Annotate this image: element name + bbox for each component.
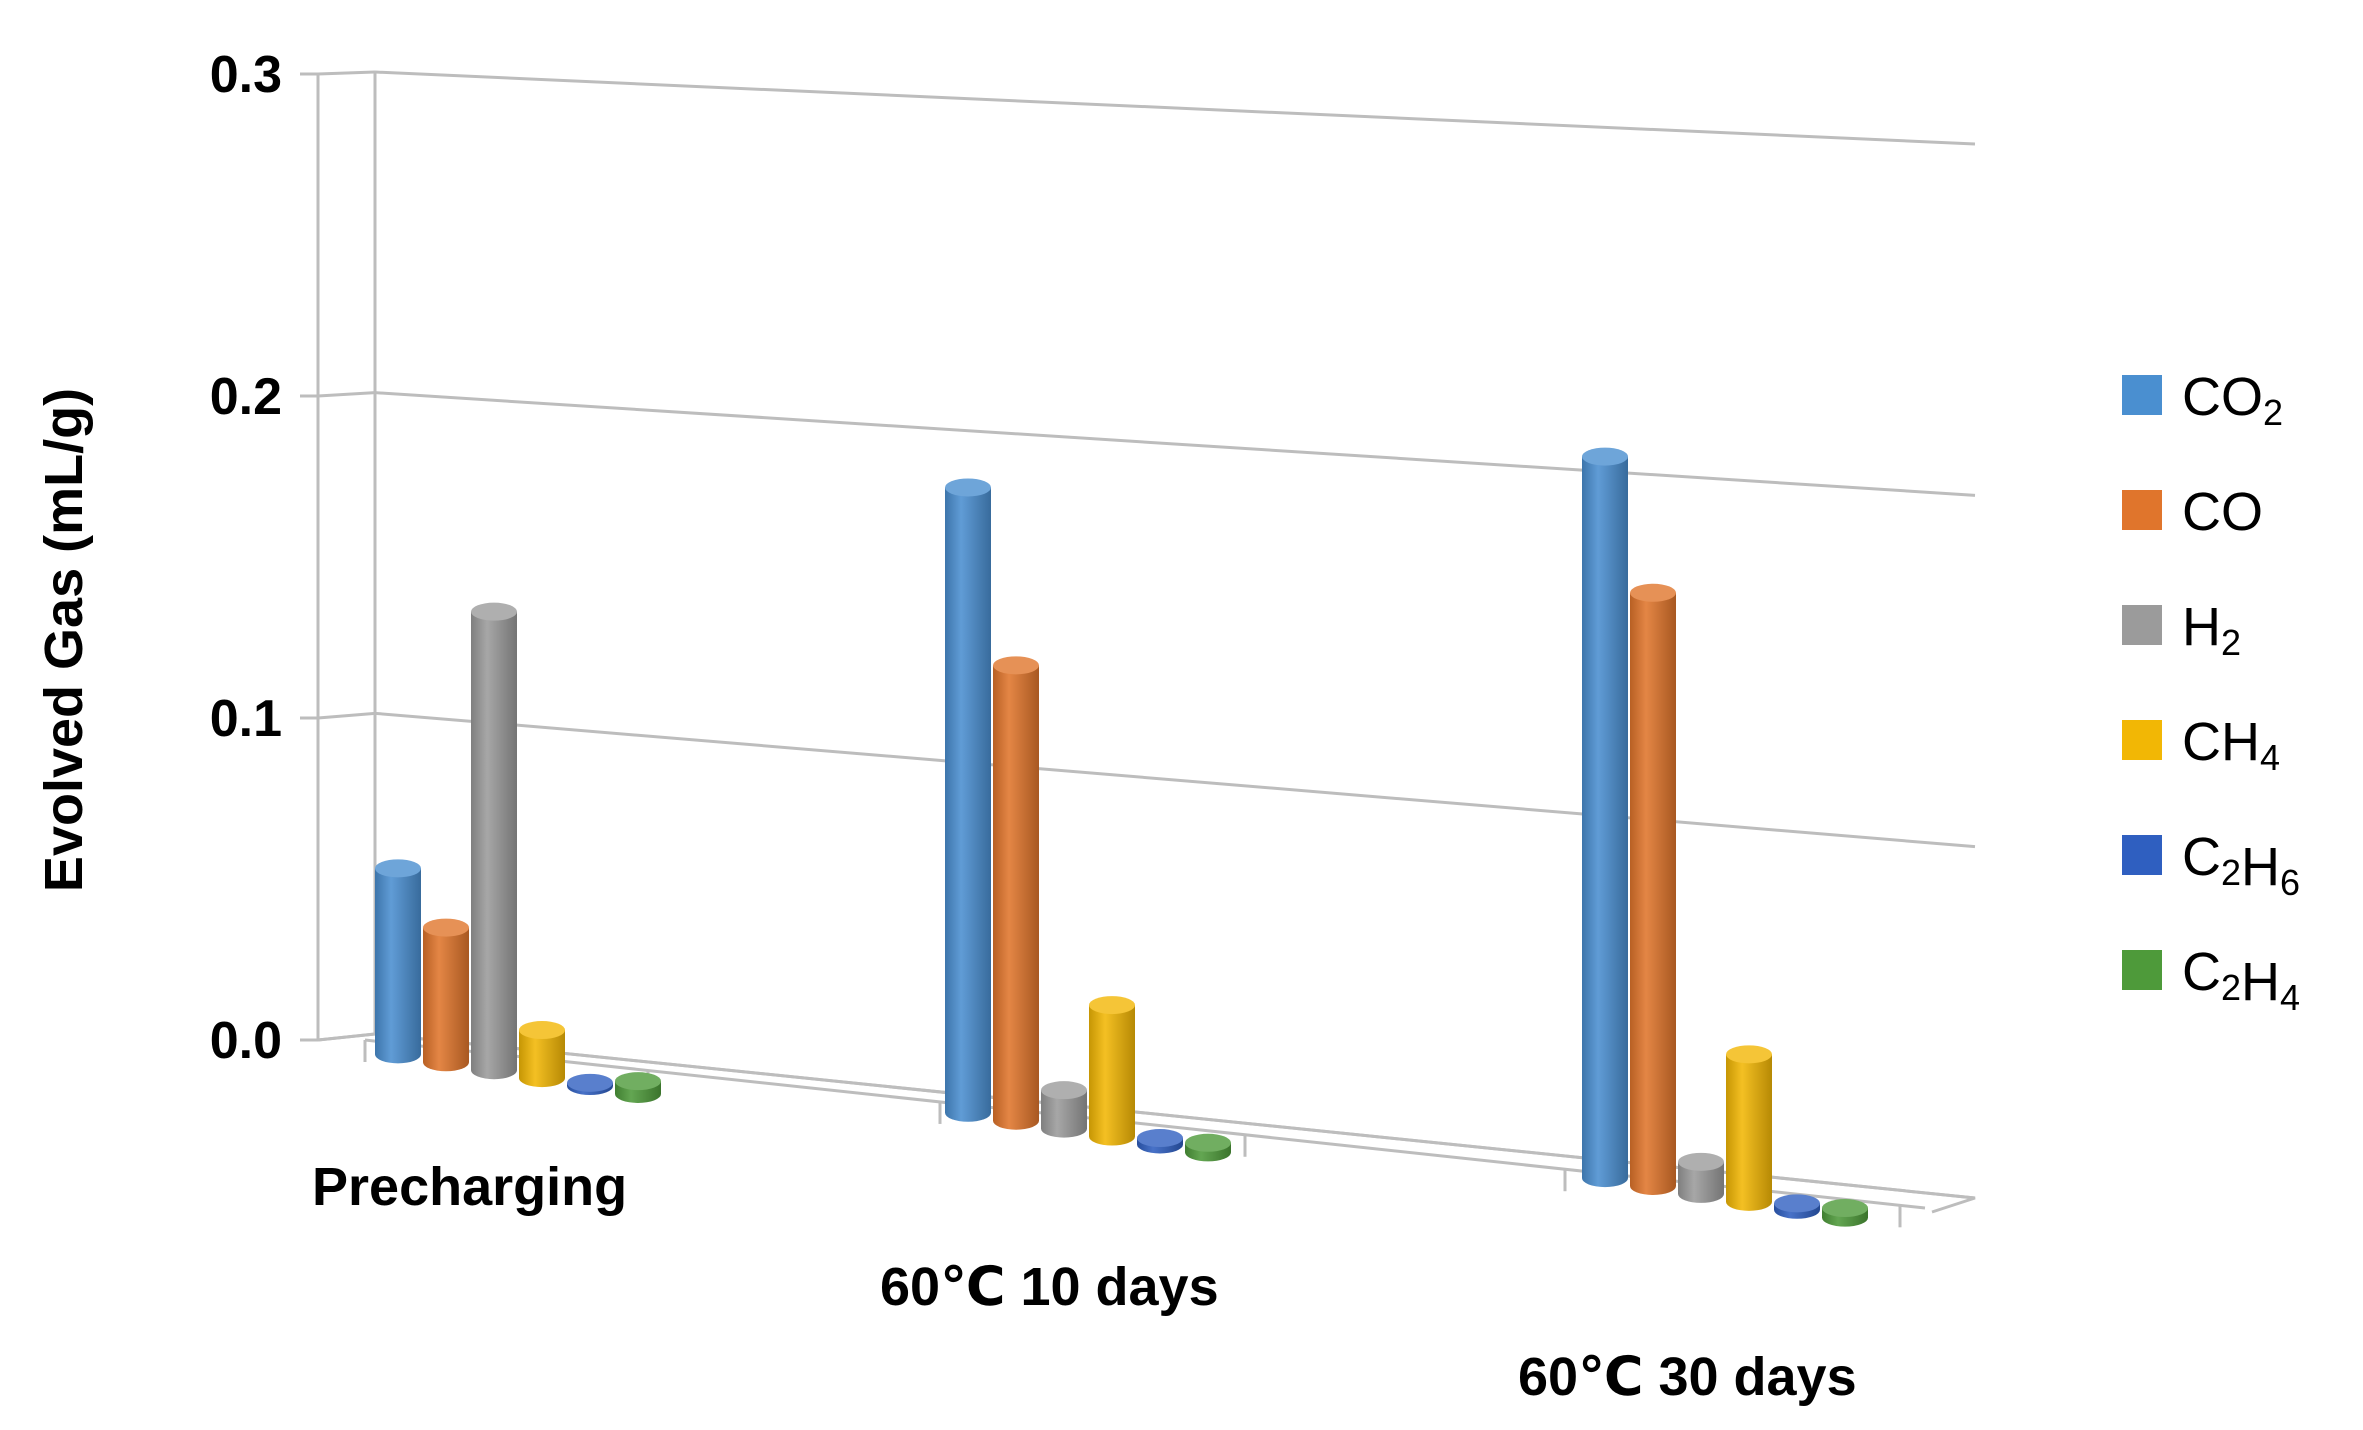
y-tick-labels: 0.0 0.1 0.2 0.3 xyxy=(210,46,282,1070)
legend-item-CO2: CO2 xyxy=(2122,367,2283,433)
bar-body xyxy=(519,1030,565,1088)
gridline xyxy=(374,70,1976,146)
legend-label: H2 xyxy=(2182,597,2241,663)
legend-item-CH4: CH4 xyxy=(2122,712,2280,778)
legend-item-C2H6: C2H6 xyxy=(2122,827,2300,903)
legend-swatch xyxy=(2122,605,2162,645)
bar-top xyxy=(423,918,469,937)
bar-top xyxy=(471,602,517,621)
category-label: Precharging xyxy=(312,1157,627,1217)
bar-CH4-1 xyxy=(1089,996,1135,1146)
bar-top xyxy=(1774,1194,1820,1213)
bars xyxy=(375,447,1868,1227)
bar-body xyxy=(1630,592,1676,1195)
bar-top xyxy=(1822,1199,1868,1218)
y-axis-title: Evolved Gas (mL/g) xyxy=(34,388,94,892)
bar-CO2-2 xyxy=(1582,447,1628,1188)
chart-walls xyxy=(316,72,1976,1214)
bar-body xyxy=(1726,1054,1772,1211)
legend-item-C2H4: C2H4 xyxy=(2122,942,2300,1018)
side-gridline xyxy=(317,391,376,398)
bar-top xyxy=(567,1073,613,1092)
y-tick-label: 0.2 xyxy=(210,368,282,426)
legend-swatch xyxy=(2122,375,2162,415)
bar-top xyxy=(1630,583,1676,602)
bar-body xyxy=(423,927,469,1072)
bar-body xyxy=(471,611,517,1080)
bar-CO-1 xyxy=(993,656,1039,1130)
bar-C2H4-2 xyxy=(1822,1199,1868,1227)
side-gridline xyxy=(317,711,376,720)
legend-item-CO: CO xyxy=(2122,482,2263,542)
bar-H2-1 xyxy=(1041,1081,1087,1138)
bar-body xyxy=(993,665,1039,1130)
bar-H2-0 xyxy=(471,602,517,1080)
legend-item-H2: H2 xyxy=(2122,597,2241,663)
bar-body xyxy=(1089,1005,1135,1146)
bar-body xyxy=(1678,1161,1724,1203)
bar-top xyxy=(1678,1152,1724,1171)
bar-top xyxy=(615,1072,661,1091)
legend-label: CH4 xyxy=(2182,712,2280,778)
bar-top xyxy=(1137,1129,1183,1148)
bar-C2H6-2 xyxy=(1774,1194,1820,1219)
legend-label: C2H4 xyxy=(2182,942,2300,1018)
bar-top xyxy=(1041,1081,1087,1100)
bar-body xyxy=(1041,1090,1087,1138)
bar-body xyxy=(375,868,421,1064)
bar-C2H6-1 xyxy=(1137,1129,1183,1154)
bar-top xyxy=(1582,447,1628,466)
bar-CH4-0 xyxy=(519,1021,565,1088)
bar-top xyxy=(1089,996,1135,1015)
y-tick-label: 0.3 xyxy=(210,46,282,104)
bar-CO-0 xyxy=(423,918,469,1072)
legend: CO2 CO H2 CH4 C2H6 C2H4 xyxy=(2122,367,2300,1018)
side-gridline xyxy=(317,70,376,76)
category-label: 60℃ 10 days xyxy=(880,1257,1219,1317)
legend-swatch xyxy=(2122,835,2162,875)
legend-label: CO2 xyxy=(2182,367,2283,433)
bar-C2H4-0 xyxy=(615,1072,661,1103)
gridlines xyxy=(317,70,1976,1200)
y-tick-label: 0.0 xyxy=(210,1012,282,1070)
bar-top xyxy=(1185,1133,1231,1152)
bar-C2H6-0 xyxy=(567,1073,613,1096)
y-tick-label: 0.1 xyxy=(210,690,282,748)
category-label: 60℃ 30 days xyxy=(1518,1347,1857,1407)
bar-C2H4-1 xyxy=(1185,1133,1231,1162)
gridline xyxy=(374,711,1976,849)
legend-label: CO xyxy=(2182,482,2263,542)
bar-body xyxy=(945,487,991,1122)
legend-swatch xyxy=(2122,720,2162,760)
bar-body xyxy=(1582,456,1628,1188)
bar-CO2-1 xyxy=(945,478,991,1122)
bar-top xyxy=(1726,1045,1772,1064)
bar-CH4-2 xyxy=(1726,1045,1772,1211)
legend-swatch xyxy=(2122,490,2162,530)
bar-H2-2 xyxy=(1678,1152,1724,1203)
bar-top xyxy=(519,1021,565,1040)
bar-top xyxy=(375,859,421,878)
bar-CO-2 xyxy=(1630,583,1676,1195)
gridline xyxy=(374,391,1976,497)
bar-top xyxy=(945,478,991,497)
legend-swatch xyxy=(2122,950,2162,990)
legend-label: C2H6 xyxy=(2182,827,2300,903)
bar-CO2-0 xyxy=(375,859,421,1064)
side-gridline xyxy=(317,1032,376,1042)
bar-top xyxy=(993,656,1039,675)
category-labels: Precharging 60℃ 10 days 60℃ 30 days xyxy=(312,1157,1857,1407)
